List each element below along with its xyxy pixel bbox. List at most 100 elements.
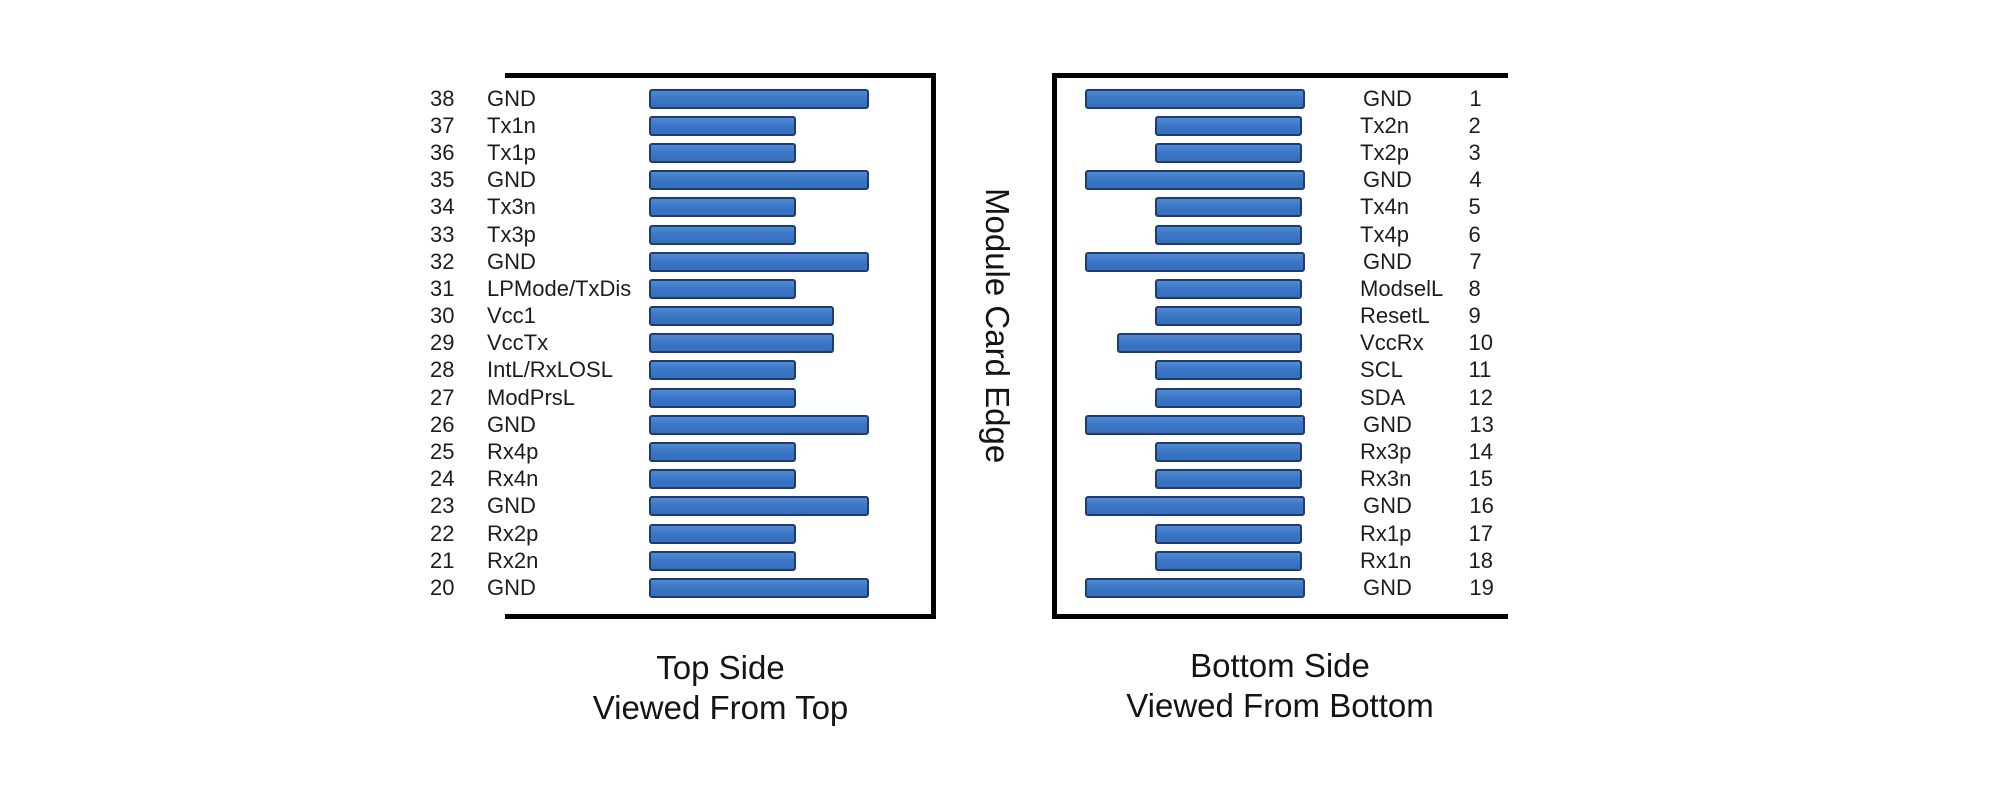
pin-pad-bar <box>649 469 796 490</box>
pin-number: 11 <box>1468 357 1492 383</box>
pin-number: 20 <box>430 574 455 600</box>
pin-number: 14 <box>1468 439 1494 465</box>
pin-name: SCL <box>1360 357 1403 383</box>
pin-pad-bar <box>1155 387 1303 408</box>
pin-pad-bar <box>649 333 834 354</box>
pin-number: 13 <box>1469 411 1494 437</box>
pin-row: GND 4 <box>1085 167 1508 194</box>
pin-name: Tx3p <box>487 221 536 247</box>
pin-pad-slot <box>1085 387 1303 408</box>
pin-pad-bar <box>649 414 869 435</box>
pin-row: 20 GND <box>430 574 936 601</box>
pin-name: GND <box>1363 574 1412 600</box>
pin-pad-slot <box>1085 469 1303 490</box>
pin-pad-bar <box>649 306 834 327</box>
pin-pad-bar <box>649 360 796 381</box>
pin-name: GND <box>487 85 536 111</box>
pin-row: 36 Tx1p <box>430 139 936 166</box>
pin-number: 10 <box>1468 330 1494 356</box>
pin-row: 24 Rx4n <box>430 466 936 493</box>
pin-row: 30 Vcc1 <box>430 303 936 330</box>
pin-number: 29 <box>430 330 455 356</box>
pin-number: 34 <box>430 194 455 220</box>
pin-pad-bar <box>1155 469 1303 490</box>
caption-line-2: Viewed From Bottom <box>1126 687 1434 724</box>
bottom-side-box-outline <box>1052 73 1508 619</box>
pin-row: 26 GND <box>430 411 936 438</box>
pin-pad-slot <box>1085 251 1305 272</box>
pin-name: Tx2n <box>1360 112 1409 138</box>
pin-pad-slot <box>1085 88 1305 109</box>
pin-name: Tx1p <box>487 139 536 165</box>
pin-pad-bar <box>1155 523 1303 544</box>
pin-row: 25 Rx4p <box>430 438 936 465</box>
pin-pad-slot <box>1085 224 1303 245</box>
pin-pad-bar <box>649 142 796 163</box>
pin-name: VccRx <box>1360 330 1424 356</box>
pin-number: 30 <box>430 303 455 329</box>
pin-name: Rx3p <box>1360 439 1412 465</box>
pin-row: GND 1 <box>1085 85 1508 112</box>
pin-number: 21 <box>430 547 455 573</box>
pin-name: Tx4p <box>1360 221 1409 247</box>
caption-line-1: Bottom Side <box>1190 647 1370 684</box>
pin-row: SDA 12 <box>1085 384 1508 411</box>
pin-row: 28 IntL/RxLOSL <box>430 357 936 384</box>
pin-row: 34 Tx3n <box>430 194 936 221</box>
bottom-side-caption: Bottom Side Viewed From Bottom <box>1052 646 1508 726</box>
pin-pad-bar <box>1155 278 1303 299</box>
pin-pad-bar <box>649 251 869 272</box>
pin-pad-slot <box>1085 360 1303 381</box>
pin-number: 8 <box>1468 275 1481 301</box>
pin-number: 24 <box>430 466 455 492</box>
pin-number: 6 <box>1468 221 1481 247</box>
pin-pad-bar <box>649 224 796 245</box>
pin-name: Tx3n <box>487 194 536 220</box>
pin-row: Rx3n 15 <box>1085 466 1508 493</box>
pin-name: Vcc1 <box>487 303 536 329</box>
pin-number: 28 <box>430 357 455 383</box>
pin-pad-slot <box>1085 496 1305 517</box>
pin-number: 12 <box>1468 384 1494 410</box>
module-card-edge-label: Module Card Edge <box>979 188 1016 464</box>
pin-row: 38 GND <box>430 85 936 112</box>
pin-number: 22 <box>430 520 455 546</box>
pin-row: 32 GND <box>430 248 936 275</box>
pin-pad-bar <box>649 577 869 598</box>
pin-pad-slot <box>1085 170 1305 191</box>
pin-pad-slot <box>1085 414 1305 435</box>
pin-row: 21 Rx2n <box>430 547 936 574</box>
pin-row: 27 ModPrsL <box>430 384 936 411</box>
pin-pad-bar <box>649 496 869 517</box>
pin-pad-bar <box>1155 550 1303 571</box>
pin-name: GND <box>1363 493 1412 519</box>
pin-name: SDA <box>1360 384 1406 410</box>
pin-pad-bar <box>1155 306 1303 327</box>
pin-pad-bar <box>649 442 796 463</box>
pin-pad-bar <box>1085 251 1305 272</box>
pin-name: Tx4n <box>1360 194 1409 220</box>
pin-number: 38 <box>430 85 455 111</box>
pin-pad-slot <box>1085 142 1303 163</box>
pin-number: 2 <box>1468 112 1481 138</box>
pin-row: Tx4n 5 <box>1085 194 1508 221</box>
pin-row: ModselL 8 <box>1085 275 1508 302</box>
pin-pad-slot <box>1085 577 1305 598</box>
pin-pad-bar <box>649 197 796 218</box>
pin-pad-bar <box>649 115 796 136</box>
pin-pad-slot <box>1085 278 1303 299</box>
pin-row: VccRx 10 <box>1085 330 1508 357</box>
pin-number: 27 <box>430 384 455 410</box>
top-side-box-outline <box>505 73 936 619</box>
pin-number: 25 <box>430 439 455 465</box>
pin-row: Rx1n 18 <box>1085 547 1508 574</box>
pin-number: 9 <box>1468 303 1481 329</box>
pin-row: GND 7 <box>1085 248 1508 275</box>
pin-pad-bar <box>1155 197 1303 218</box>
pin-name: GND <box>487 493 536 519</box>
pin-number: 17 <box>1468 520 1494 546</box>
pin-row: 35 GND <box>430 167 936 194</box>
pin-name: ModPrsL <box>487 384 576 410</box>
pin-name: Rx1p <box>1360 520 1412 546</box>
